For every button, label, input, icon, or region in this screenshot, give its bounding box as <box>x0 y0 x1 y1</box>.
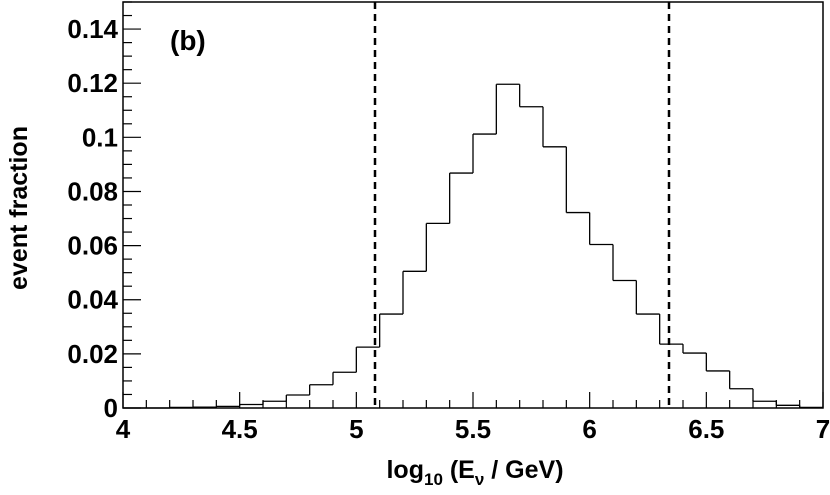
ticks-layer <box>122 1 824 409</box>
x-axis-title-mid-subscript: ν <box>475 470 484 489</box>
x-axis-title-prefix-subscript: 10 <box>424 470 443 489</box>
x-tick-label: 7 <box>816 414 830 444</box>
x-axis-title-suffix: / GeV) <box>484 456 563 484</box>
x-tick-label: 6.5 <box>688 414 724 444</box>
x-tick-label: 4.5 <box>222 414 258 444</box>
x-tick-label: 4 <box>116 414 131 444</box>
plot-frame <box>122 1 824 409</box>
panel-label: (b) <box>170 25 206 56</box>
x-axis-title-prefix: log <box>386 456 424 484</box>
x-tick-label: 6 <box>582 414 596 444</box>
y-tick-label: 0.14 <box>67 14 118 44</box>
plot-frame-layer <box>122 1 824 409</box>
tick-labels-layer: 4 4.5 5 5.5 6 6.5 7 0 0.02 0.04 0.06 0.08 0.1 0.12 0.1… <box>67 14 830 444</box>
x-tick-label: 5.5 <box>455 414 491 444</box>
y-tick-label: 0 <box>104 393 118 423</box>
x-axis-title: log10 (Eν / GeV) <box>386 456 563 489</box>
x-axis-title-mid: (E <box>443 456 475 484</box>
y-tick-label: 0.06 <box>67 231 118 261</box>
y-tick-label: 0.08 <box>67 176 118 206</box>
y-tick-label: 0.1 <box>82 122 118 152</box>
y-tick-label: 0.04 <box>67 285 118 315</box>
y-axis-title: event fraction <box>5 126 33 290</box>
y-tick-label: 0.12 <box>67 68 118 98</box>
histogram-layer <box>123 83 823 409</box>
x-tick-label: 5 <box>349 414 363 444</box>
y-tick-label: 0.02 <box>67 339 118 369</box>
cut-lines-layer <box>373 2 671 408</box>
